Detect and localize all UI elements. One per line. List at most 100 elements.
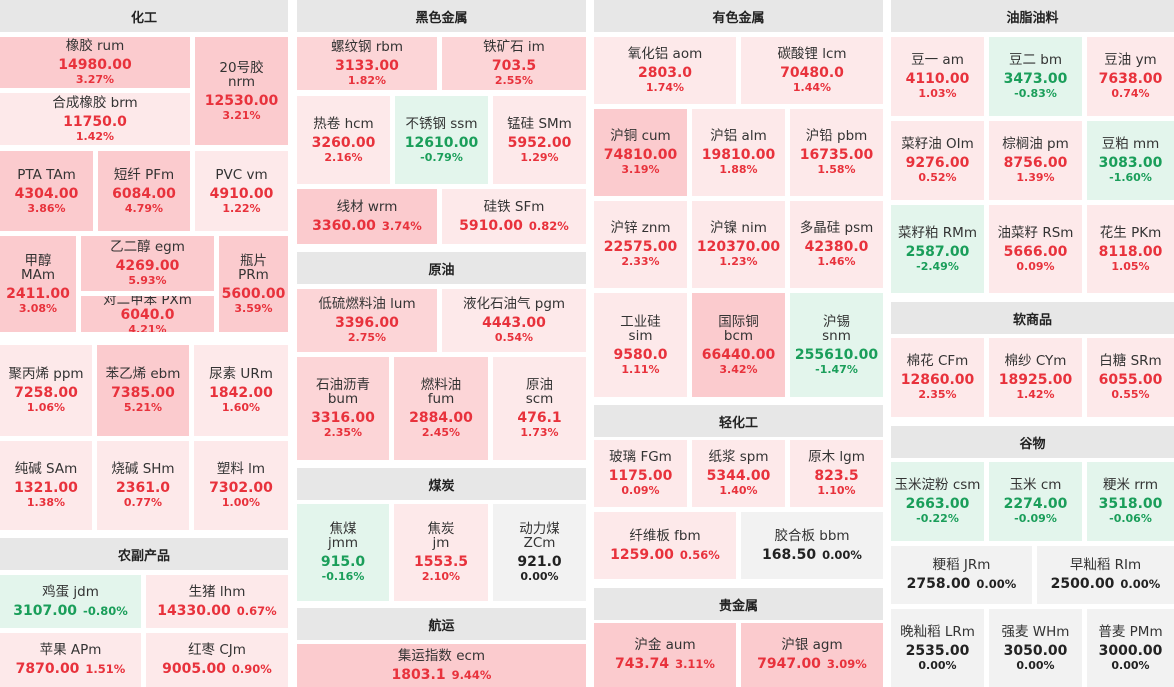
contract-tile-rum[interactable]: 橡胶 rum 14980.00 3.27% bbox=[0, 37, 190, 88]
contract-tile-fgm[interactable]: 玻璃 FGm 1175.00 0.09% bbox=[594, 440, 687, 507]
contract-tile-apm[interactable]: 苹果 APm 7870.00 1.51% bbox=[0, 633, 141, 687]
contract-tile-bum[interactable]: 石油沥青 bum 3316.00 2.35% bbox=[297, 357, 389, 460]
last-price: 7258.00 bbox=[14, 385, 78, 401]
contract-tile-znm[interactable]: 沪锌 znm 22575.00 2.33% bbox=[594, 201, 687, 288]
contract-tile-lm[interactable]: 塑料 lm 7302.00 1.00% bbox=[194, 441, 288, 530]
contract-tile-vm[interactable]: PVC vm 4910.00 1.22% bbox=[195, 151, 288, 231]
contract-tile-ym[interactable]: 豆油 ym 7638.00 0.74% bbox=[1087, 37, 1174, 116]
contract-tile-rsm[interactable]: 油菜籽 RSm 5666.00 0.09% bbox=[989, 205, 1082, 293]
contract-tile-ebm[interactable]: 苯乙烯 ebm 7385.00 5.21% bbox=[97, 345, 189, 436]
change-percent: 2.35% bbox=[323, 426, 363, 439]
contract-tile-cym[interactable]: 棉纱 CYm 18925.00 1.42% bbox=[989, 338, 1082, 417]
contract-tile-whm[interactable]: 强麦 WHm 3050.00 0.00% bbox=[989, 609, 1082, 687]
change-percent: 1.60% bbox=[221, 401, 261, 414]
contract-tile-sfm[interactable]: 硅铁 SFm 5910.00 0.82% bbox=[442, 189, 586, 244]
contract-tile-pgm[interactable]: 液化石油气 pgm 4443.00 0.54% bbox=[442, 289, 586, 352]
change-percent: 0.77% bbox=[123, 496, 163, 509]
contract-tile-nrm[interactable]: 20号胶 nrm 12530.00 3.21% bbox=[195, 37, 288, 145]
contract-tile-pbm[interactable]: 沪铅 pbm 16735.00 1.58% bbox=[790, 109, 883, 196]
contract-code: sim bbox=[628, 327, 653, 344]
contract-tile-tam[interactable]: PTA TAm 4304.00 3.86% bbox=[0, 151, 93, 231]
contract-tile-im[interactable]: 铁矿石 im 703.5 2.55% bbox=[442, 37, 586, 90]
contract-tile-cfm[interactable]: 棉花 CFm 12860.00 2.35% bbox=[891, 338, 984, 417]
contract-tile-pm[interactable]: 棕榈油 pm 8756.00 1.39% bbox=[989, 121, 1082, 200]
contract-tile-pmm[interactable]: 普麦 PMm 3000.00 0.00% bbox=[1087, 609, 1174, 687]
contract-tile-oim[interactable]: 菜籽油 OIm 9276.00 0.52% bbox=[891, 121, 984, 200]
contract-tile-rbm[interactable]: 螺纹钢 rbm 3133.00 1.82% bbox=[297, 37, 437, 90]
last-price: 5600.00 bbox=[221, 285, 286, 302]
contract-tile-jrm[interactable]: 粳稻 JRm 2758.00 0.00% bbox=[891, 546, 1032, 604]
contract-tile-pfm[interactable]: 短纤 PFm 6084.00 4.79% bbox=[98, 151, 190, 231]
price-row: 2758.00 0.00% bbox=[907, 576, 1017, 592]
contract-tile-rrm[interactable]: 粳米 rrm 3518.00 -0.06% bbox=[1087, 462, 1174, 541]
last-price: 5910.00 bbox=[459, 217, 523, 234]
change-percent: 1.00% bbox=[221, 496, 261, 509]
contract-tile-urm[interactable]: 尿素 URm 1842.00 1.60% bbox=[194, 345, 288, 436]
contract-name: 沪金 aum bbox=[634, 637, 696, 653]
contract-tile-fbm[interactable]: 纤维板 fbm 1259.00 0.56% bbox=[594, 512, 736, 579]
contract-name: 棕榈油 pm bbox=[1002, 136, 1069, 152]
contract-tile-lgm[interactable]: 原木 lgm 823.5 1.10% bbox=[790, 440, 883, 507]
contract-tile-zcm[interactable]: 动力煤 ZCm 921.0 0.00% bbox=[493, 504, 586, 601]
contract-tile-lcm[interactable]: 碳酸锂 lcm 70480.0 1.44% bbox=[741, 37, 883, 104]
contract-tile-hcm[interactable]: 热卷 hcm 3260.00 2.16% bbox=[297, 96, 390, 184]
contract-tile-sim[interactable]: 工业硅 sim 9580.0 1.11% bbox=[594, 293, 687, 397]
contract-tile-egm[interactable]: 乙二醇 egm 4269.00 5.93% bbox=[81, 236, 214, 291]
contract-tile-srm[interactable]: 白糖 SRm 6055.00 0.55% bbox=[1087, 338, 1174, 417]
contract-tile-lum[interactable]: 低硫燃料油 lum 3396.00 2.75% bbox=[297, 289, 437, 352]
last-price: 7302.00 bbox=[209, 480, 273, 496]
contract-name: 对二甲苯 PXm bbox=[103, 296, 192, 308]
contract-tile-lhm[interactable]: 生猪 lhm 14330.00 0.67% bbox=[146, 575, 288, 628]
contract-tile-alm[interactable]: 沪铝 alm 19810.00 1.88% bbox=[692, 109, 785, 196]
contract-tile-pxm[interactable]: 对二甲苯 PXm 6040.0 4.21% bbox=[81, 296, 214, 332]
contract-tile-rmm[interactable]: 菜籽粕 RMm 2587.00 -2.49% bbox=[891, 205, 984, 293]
contract-tile-smm[interactable]: 锰硅 SMm 5952.00 1.29% bbox=[493, 96, 586, 184]
contract-tile-nim[interactable]: 沪镍 nim 120370.00 1.23% bbox=[692, 201, 785, 288]
contract-tile-scm[interactable]: 原油 scm 476.1 1.73% bbox=[493, 357, 586, 460]
contract-tile-ppm[interactable]: 聚丙烯 ppm 7258.00 1.06% bbox=[0, 345, 92, 436]
last-price: 2758.00 bbox=[906, 576, 971, 592]
contract-name: 沪银 agm bbox=[781, 637, 843, 653]
last-price: 9005.00 bbox=[162, 661, 226, 677]
contract-tile-cum[interactable]: 沪铜 cum 74810.00 3.19% bbox=[594, 109, 687, 196]
contract-tile-cm[interactable]: 玉米 cm 2274.00 -0.09% bbox=[989, 462, 1082, 541]
contract-tile-bcm[interactable]: 国际铜 bcm 66440.00 3.42% bbox=[692, 293, 785, 397]
contract-tile-agm[interactable]: 沪银 agm 7947.00 3.09% bbox=[741, 623, 883, 687]
contract-tile-ssm[interactable]: 不锈钢 ssm 12610.00 -0.79% bbox=[395, 96, 488, 184]
contract-tile-wrm[interactable]: 线材 wrm 3360.00 3.74% bbox=[297, 189, 437, 244]
contract-tile-ecm[interactable]: 集运指数 ecm 1803.1 9.44% bbox=[297, 644, 586, 687]
contract-tile-prm[interactable]: 瓶片 PRm 5600.00 3.59% bbox=[219, 236, 288, 332]
contract-tile-pkm[interactable]: 花生 PKm 8118.00 1.05% bbox=[1087, 205, 1174, 293]
contract-tile-fum[interactable]: 燃料油 fum 2884.00 2.45% bbox=[394, 357, 488, 460]
change-percent: 1.39% bbox=[1016, 171, 1055, 184]
contract-name: 聚丙烯 ppm bbox=[8, 366, 84, 382]
contract-tile-aom[interactable]: 氧化铝 aom 2803.0 1.74% bbox=[594, 37, 736, 104]
contract-tile-lrm[interactable]: 晚籼稻 LRm 2535.00 0.00% bbox=[891, 609, 984, 687]
contract-tile-bbm[interactable]: 胶合板 bbm 168.50 0.00% bbox=[741, 512, 883, 579]
contract-tile-mam[interactable]: 甲醇 MAm 2411.00 3.08% bbox=[0, 236, 76, 332]
change-percent: 1.82% bbox=[347, 74, 387, 87]
contract-tile-mm[interactable]: 豆粕 mm 3083.00 -1.60% bbox=[1087, 121, 1174, 200]
change-percent: 2.75% bbox=[347, 331, 387, 344]
contract-tile-am[interactable]: 豆一 am 4110.00 1.03% bbox=[891, 37, 984, 116]
contract-tile-aum[interactable]: 沪金 aum 743.74 3.11% bbox=[594, 623, 736, 687]
contract-tile-bm[interactable]: 豆二 bm 3473.00 -0.83% bbox=[989, 37, 1082, 116]
last-price: 1321.00 bbox=[14, 480, 78, 496]
contract-tile-brm[interactable]: 合成橡胶 brm 11750.0 1.42% bbox=[0, 93, 190, 145]
contract-tile-sam[interactable]: 纯碱 SAm 1321.00 1.38% bbox=[0, 441, 92, 530]
change-percent: 1.10% bbox=[817, 484, 856, 497]
contract-tile-snm[interactable]: 沪锡 snm 255610.00 -1.47% bbox=[790, 293, 883, 397]
contract-tile-psm[interactable]: 多晶硅 psm 42380.0 1.46% bbox=[790, 201, 883, 288]
contract-tile-jmm[interactable]: 焦煤 jmm 915.0 -0.16% bbox=[297, 504, 389, 601]
contract-name: 沪铝 alm bbox=[710, 128, 767, 144]
contract-tile-spm[interactable]: 纸浆 spm 5344.00 1.40% bbox=[692, 440, 785, 507]
contract-tile-shm[interactable]: 烧碱 SHm 2361.0 0.77% bbox=[97, 441, 189, 530]
contract-tile-csm[interactable]: 玉米淀粉 csm 2663.00 -0.22% bbox=[891, 462, 984, 541]
contract-tile-jdm[interactable]: 鸡蛋 jdm 3107.00 -0.80% bbox=[0, 575, 141, 628]
contract-tile-cjm[interactable]: 红枣 CJm 9005.00 0.90% bbox=[146, 633, 288, 687]
contract-tile-rim[interactable]: 早籼稻 RIm 2500.00 0.00% bbox=[1037, 546, 1174, 604]
contract-name: 菜籽油 OIm bbox=[901, 136, 974, 152]
change-percent: 0.56% bbox=[679, 547, 720, 562]
contract-tile-jm[interactable]: 焦炭 jm 1553.5 2.10% bbox=[394, 504, 488, 601]
change-percent: 5.21% bbox=[123, 401, 163, 414]
